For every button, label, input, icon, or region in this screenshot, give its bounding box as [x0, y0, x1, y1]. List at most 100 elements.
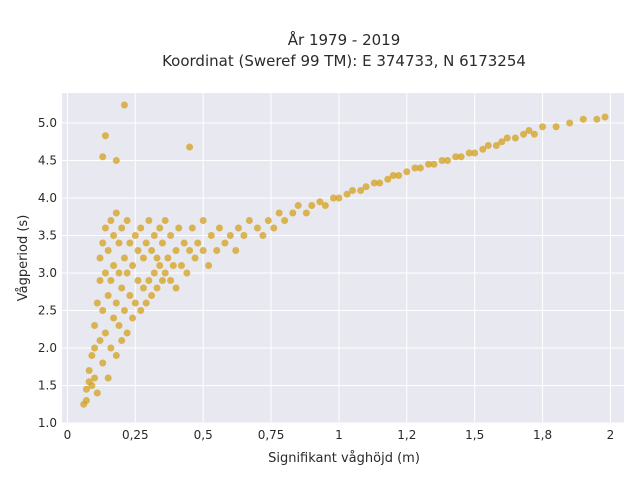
data-point — [156, 224, 164, 232]
data-point — [389, 172, 397, 179]
data-point — [525, 127, 533, 134]
data-point — [99, 153, 107, 161]
data-point — [104, 247, 112, 254]
x-tick-label: 1,2 — [397, 428, 416, 442]
chart-title-line-2: Koordinat (Sweref 99 TM): E 374733, N 61… — [162, 52, 526, 70]
data-point — [131, 232, 139, 239]
data-point — [123, 329, 131, 337]
data-point — [180, 239, 188, 247]
data-point — [416, 164, 424, 172]
y-tick-label: 3.5 — [38, 229, 57, 243]
data-point — [186, 143, 194, 151]
data-point — [601, 113, 609, 121]
data-point — [465, 149, 473, 157]
data-point — [186, 247, 194, 254]
data-point — [131, 299, 139, 307]
data-point — [430, 160, 438, 168]
data-point — [370, 179, 378, 187]
y-tick-label: 3.0 — [38, 266, 57, 280]
data-point — [294, 202, 302, 209]
data-point — [579, 115, 587, 123]
x-tick-label: 0,25 — [122, 428, 149, 442]
data-point — [137, 307, 145, 314]
data-point — [484, 142, 492, 149]
data-point — [137, 224, 145, 232]
data-point — [112, 157, 120, 164]
data-point — [167, 277, 175, 284]
data-point — [221, 239, 229, 247]
data-point — [444, 157, 452, 164]
data-point — [308, 202, 316, 209]
data-point — [191, 254, 199, 262]
data-point — [148, 247, 156, 254]
data-point — [349, 187, 357, 194]
data-point — [281, 217, 289, 224]
data-point — [153, 284, 161, 292]
data-point — [158, 239, 166, 247]
data-point — [126, 292, 134, 299]
data-point — [552, 123, 560, 131]
data-point — [134, 247, 142, 254]
data-point — [270, 224, 278, 232]
y-tick-label: 1.0 — [38, 416, 57, 430]
data-point — [240, 232, 248, 239]
data-point — [213, 247, 221, 254]
data-point — [289, 209, 297, 217]
data-point — [153, 254, 161, 262]
data-point — [425, 160, 433, 168]
data-point — [343, 190, 351, 198]
x-tick-label: 1,8 — [533, 428, 552, 442]
chart-title-line-1: År 1979 - 2019 — [288, 30, 401, 49]
data-point — [161, 217, 169, 224]
data-point — [110, 314, 118, 322]
data-point — [104, 292, 112, 299]
data-point — [85, 367, 93, 374]
y-tick-label: 4.5 — [38, 154, 57, 168]
data-point — [99, 359, 107, 367]
data-point — [395, 172, 403, 179]
data-point — [104, 374, 112, 382]
data-point — [123, 269, 131, 277]
data-point — [253, 224, 261, 232]
data-points — [80, 101, 609, 408]
data-point — [177, 262, 185, 269]
data-point — [118, 337, 126, 344]
x-tick-label: 1 — [335, 428, 343, 442]
data-point — [93, 389, 101, 397]
data-point — [112, 352, 120, 359]
data-point — [199, 217, 207, 224]
data-point — [164, 254, 172, 262]
data-point — [88, 352, 96, 359]
data-point — [438, 157, 446, 164]
data-point — [321, 202, 329, 209]
y-tick-label: 1.5 — [38, 379, 57, 393]
data-point — [120, 307, 128, 314]
y-tick-label: 4.0 — [38, 191, 57, 205]
data-point — [169, 262, 177, 269]
data-point — [156, 262, 164, 269]
chart-title: År 1979 - 2019 Koordinat (Sweref 99 TM):… — [162, 30, 526, 70]
data-point — [199, 247, 207, 254]
data-point — [123, 217, 131, 224]
data-point — [82, 385, 90, 393]
data-point — [101, 224, 109, 232]
data-point — [107, 344, 115, 352]
y-gridlines — [62, 122, 624, 424]
data-point — [205, 262, 213, 269]
data-point — [232, 247, 240, 254]
data-point — [99, 307, 107, 314]
data-point — [452, 153, 460, 161]
y-axis-label: Vågperiod (s) — [16, 215, 31, 302]
data-point — [511, 134, 519, 142]
data-point — [107, 217, 115, 224]
data-point — [376, 179, 384, 187]
x-gridlines — [66, 93, 611, 423]
data-point — [120, 101, 128, 109]
data-point — [234, 224, 242, 232]
data-point — [245, 217, 253, 224]
data-point — [101, 329, 109, 337]
data-point — [93, 299, 101, 307]
data-point — [91, 344, 99, 352]
data-point — [411, 164, 419, 172]
